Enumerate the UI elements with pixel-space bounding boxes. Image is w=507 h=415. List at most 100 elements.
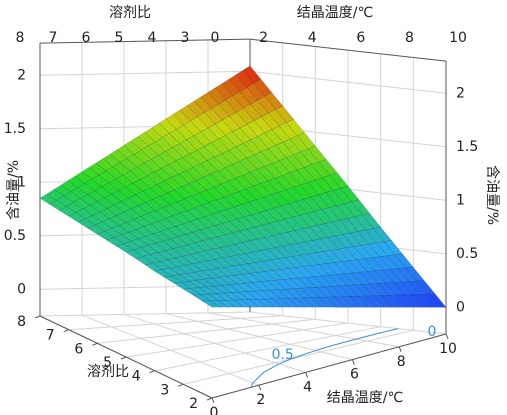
surface-patch <box>258 210 278 224</box>
contour-line <box>250 382 254 388</box>
surface-patch <box>290 277 310 289</box>
surface-patch <box>204 108 223 125</box>
contour-line <box>355 333 377 340</box>
x-tick <box>178 383 184 387</box>
surface-patch <box>328 274 348 287</box>
surface-patch <box>49 199 67 211</box>
surface-patch <box>279 298 299 308</box>
contour-line <box>335 338 357 346</box>
surface-patch <box>374 269 394 284</box>
surface-patch <box>365 228 385 244</box>
y-title: 结晶温度/℃ <box>327 390 403 406</box>
top-x-tick-label: 3 <box>181 30 190 46</box>
surface-patch <box>240 299 260 308</box>
surface-patch <box>154 269 173 278</box>
surface-patch <box>267 280 287 291</box>
surface-patch <box>201 202 220 215</box>
top-y-tick-label: 10 <box>449 30 467 46</box>
surface-patch <box>405 266 425 282</box>
surface-patch <box>188 180 207 194</box>
y-tick-label: 6 <box>350 367 359 383</box>
surface-patch <box>242 65 262 84</box>
surface-patch <box>236 253 256 264</box>
contour-line <box>376 328 399 335</box>
surface-patch <box>220 181 239 195</box>
z-tick-label: 1 <box>17 174 26 190</box>
top-y-tick-label: 8 <box>405 30 414 46</box>
z-tick-label: 0.5 <box>4 228 26 244</box>
surface-patch <box>242 172 261 187</box>
contour-line <box>290 356 297 360</box>
surface-patch <box>263 194 282 209</box>
z-tick-label: 1 <box>456 192 465 208</box>
x-tick <box>120 356 127 360</box>
surface-patch <box>199 293 219 302</box>
surface-patch <box>125 219 144 230</box>
surface-patch <box>289 135 309 153</box>
y-tick-label: 10 <box>439 341 457 357</box>
surface-patch <box>357 295 377 308</box>
top-y-tick-label: 4 <box>308 30 317 46</box>
surface-patch <box>268 109 287 127</box>
surface-patch <box>271 298 291 308</box>
surface-patch <box>239 123 259 141</box>
surface-patch <box>194 204 213 218</box>
surface-patch <box>300 148 320 165</box>
top-x-title: 溶剂比 <box>109 5 151 21</box>
surface-patch <box>172 246 191 257</box>
surface-patch <box>253 78 273 97</box>
surface-patch <box>386 254 407 269</box>
x-tick-label: 4 <box>132 369 141 385</box>
surface-patch <box>271 233 291 247</box>
contour-line <box>278 358 291 365</box>
y-tick-label: 2 <box>256 392 265 408</box>
y-tick-label: 4 <box>303 379 312 395</box>
surface-patch <box>96 231 115 241</box>
y-tick-label: 8 <box>397 354 406 370</box>
surface-patch <box>336 273 356 286</box>
surface-patch <box>366 270 387 284</box>
surface-patch <box>307 145 327 163</box>
top-x-tick-label: 6 <box>82 30 91 46</box>
x-tick-label: 6 <box>74 341 83 357</box>
z-tick-label: 2 <box>456 85 465 101</box>
surface-patch <box>135 256 154 266</box>
surface-patch <box>395 294 416 308</box>
x-tick-label: 7 <box>46 328 55 344</box>
surface-patch <box>77 218 96 229</box>
surface-patch <box>419 293 439 308</box>
surface-patch <box>325 190 345 206</box>
surface-patch <box>211 277 230 286</box>
surface-patch <box>210 138 230 154</box>
surface-patch <box>291 215 311 230</box>
x-tick <box>34 315 41 319</box>
z-tick-label: 1.5 <box>4 121 26 137</box>
surface-patch <box>176 265 196 274</box>
x-tick <box>92 342 98 346</box>
surface-patch <box>191 262 211 272</box>
surface-patch <box>192 294 212 302</box>
surface-patch <box>339 218 359 234</box>
surface-patch <box>133 216 152 227</box>
surface-patch <box>189 116 209 133</box>
surface-patch <box>341 296 361 308</box>
y-tick <box>258 385 262 391</box>
contour-line <box>315 344 336 352</box>
surface-patch <box>182 288 202 296</box>
top-y-title: 结晶温度/℃ <box>297 5 373 21</box>
surface-patch <box>81 167 100 180</box>
z-title-left: 含油量/% <box>6 160 22 220</box>
top-y-tick-label: 0 <box>211 30 220 46</box>
surface-patch <box>299 182 319 198</box>
x-tick <box>63 329 69 333</box>
x-tick-label: 2 <box>189 396 198 412</box>
surface-patch <box>125 249 144 259</box>
surface-patch <box>312 238 332 252</box>
surface-patch <box>229 254 249 266</box>
surface-patch <box>296 167 316 183</box>
grid-line <box>81 42 259 386</box>
surface-patch <box>267 145 287 161</box>
top-y-tick-label: 6 <box>356 30 365 46</box>
surface-patch <box>87 224 106 235</box>
